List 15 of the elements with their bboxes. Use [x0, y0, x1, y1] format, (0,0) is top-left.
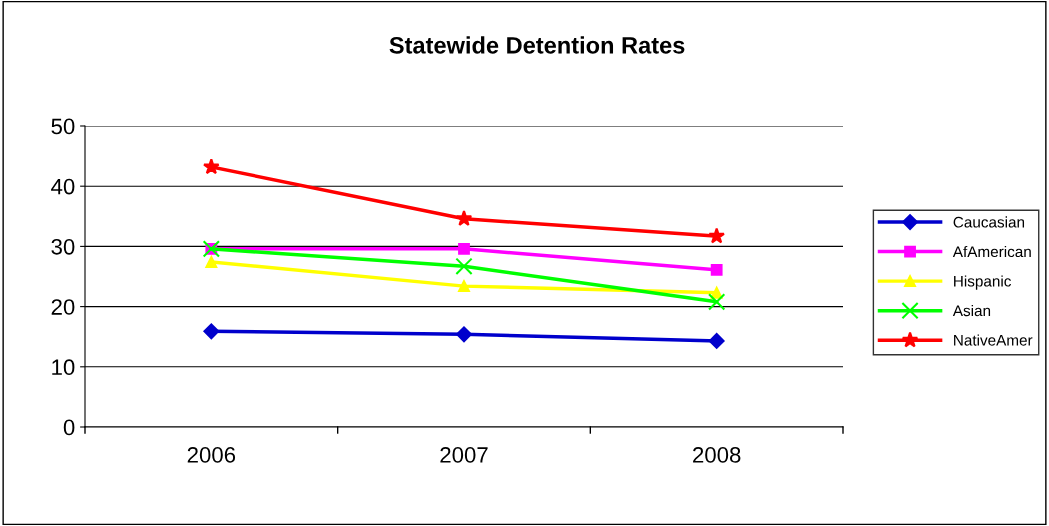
legend-label: NativeAmer [954, 334, 1033, 346]
legend-label: Caucasian [953, 216, 1025, 228]
x-tick-label: 2007 [440, 447, 488, 463]
y-tick-label: 40 [51, 178, 75, 195]
legend-label: AfAmerican [952, 245, 1031, 258]
y-tick-label: 30 [51, 238, 75, 255]
legend-label: Hispanic [954, 275, 1012, 290]
y-tick-label: 0 [63, 419, 75, 436]
y-tick-label: 50 [51, 118, 75, 135]
y-tick-label: 10 [52, 359, 75, 376]
legend-label: Asian [952, 304, 991, 317]
x-tick-label: 2006 [187, 447, 236, 463]
chart-title: Statewide Detention Rates [389, 36, 685, 54]
y-tick-label: 20 [51, 299, 75, 315]
x-tick-label: 2008 [693, 447, 741, 463]
